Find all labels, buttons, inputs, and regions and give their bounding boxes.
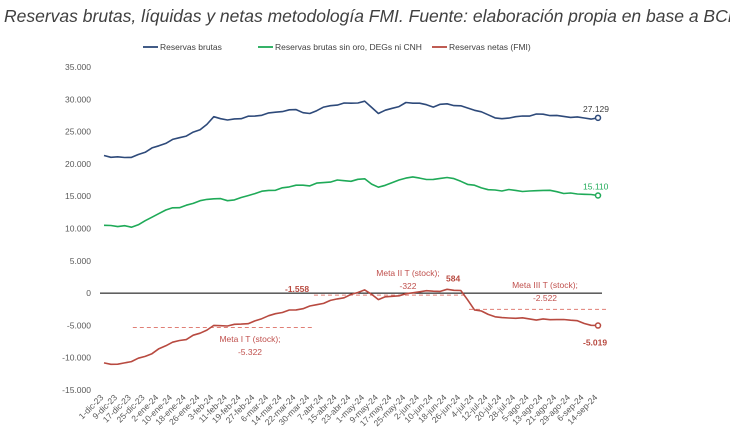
data-annotation: 584 [446, 273, 460, 283]
target-label: Meta II T (stock); [376, 268, 439, 278]
data-annotation: -1.558 [285, 284, 309, 294]
net-reserves-line [103, 288, 599, 366]
series-end-marker [594, 192, 602, 199]
legend-entry: Reservas netas (FMI) [449, 42, 531, 52]
target-label: Meta I T (stock); [219, 334, 280, 344]
target-value-label: -322 [399, 281, 416, 291]
series-end-label: 27.129 [583, 104, 609, 114]
y-tick-label: 35.000 [65, 62, 91, 72]
series-end-marker [594, 114, 602, 122]
y-tick-label: 30.000 [65, 94, 91, 104]
y-tick-label: 0 [86, 288, 91, 298]
gross-reserves-line [103, 100, 599, 159]
chart-title: Reservas brutas, líquidas y netas metodo… [4, 6, 730, 26]
y-tick-label: 5.000 [70, 256, 92, 266]
target-value-label: -2.522 [533, 293, 557, 303]
y-tick-label: 15.000 [65, 191, 91, 201]
data-annotation: -5.019 [583, 338, 607, 348]
target-value-label: -5.322 [238, 347, 262, 357]
series-end-marker [594, 322, 602, 329]
y-tick-label: 20.000 [65, 159, 91, 169]
y-tick-label: 10.000 [65, 224, 91, 234]
y-tick-label: -5.000 [67, 320, 91, 330]
y-tick-label: -10.000 [62, 353, 91, 363]
legend-entry: Reservas brutas [160, 42, 222, 52]
liquid-reserves-line [103, 176, 599, 228]
y-tick-label: 25.000 [65, 127, 91, 137]
target-label: Meta III T (stock); [512, 280, 578, 290]
y-tick-label: -15.000 [62, 385, 91, 395]
legend-entry: Reservas brutas sin oro, DEGs ni CNH [275, 42, 422, 52]
series-end-label: 15.110 [583, 181, 609, 191]
